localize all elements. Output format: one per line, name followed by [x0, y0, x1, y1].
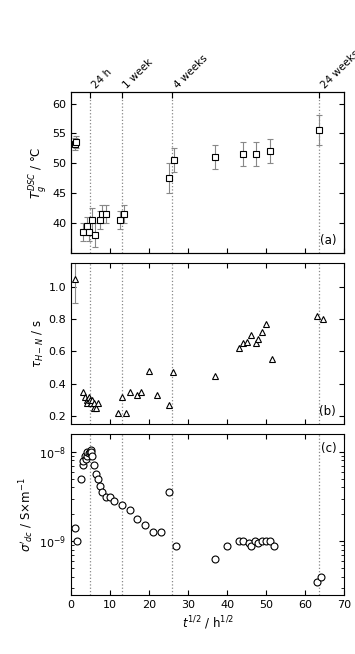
Y-axis label: $\sigma'_{dc}$ / S×m$^{-1}$: $\sigma'_{dc}$ / S×m$^{-1}$	[17, 477, 36, 552]
Y-axis label: $\tau_{H-N}$ / s: $\tau_{H-N}$ / s	[31, 319, 45, 368]
Text: (a): (a)	[320, 233, 336, 247]
X-axis label: $t^{1/2}$ / h$^{1/2}$: $t^{1/2}$ / h$^{1/2}$	[182, 614, 234, 632]
Text: (b): (b)	[320, 405, 336, 418]
Y-axis label: $T_g^{DSC}$ / °C: $T_g^{DSC}$ / °C	[27, 146, 49, 199]
Text: (c): (c)	[321, 442, 336, 455]
